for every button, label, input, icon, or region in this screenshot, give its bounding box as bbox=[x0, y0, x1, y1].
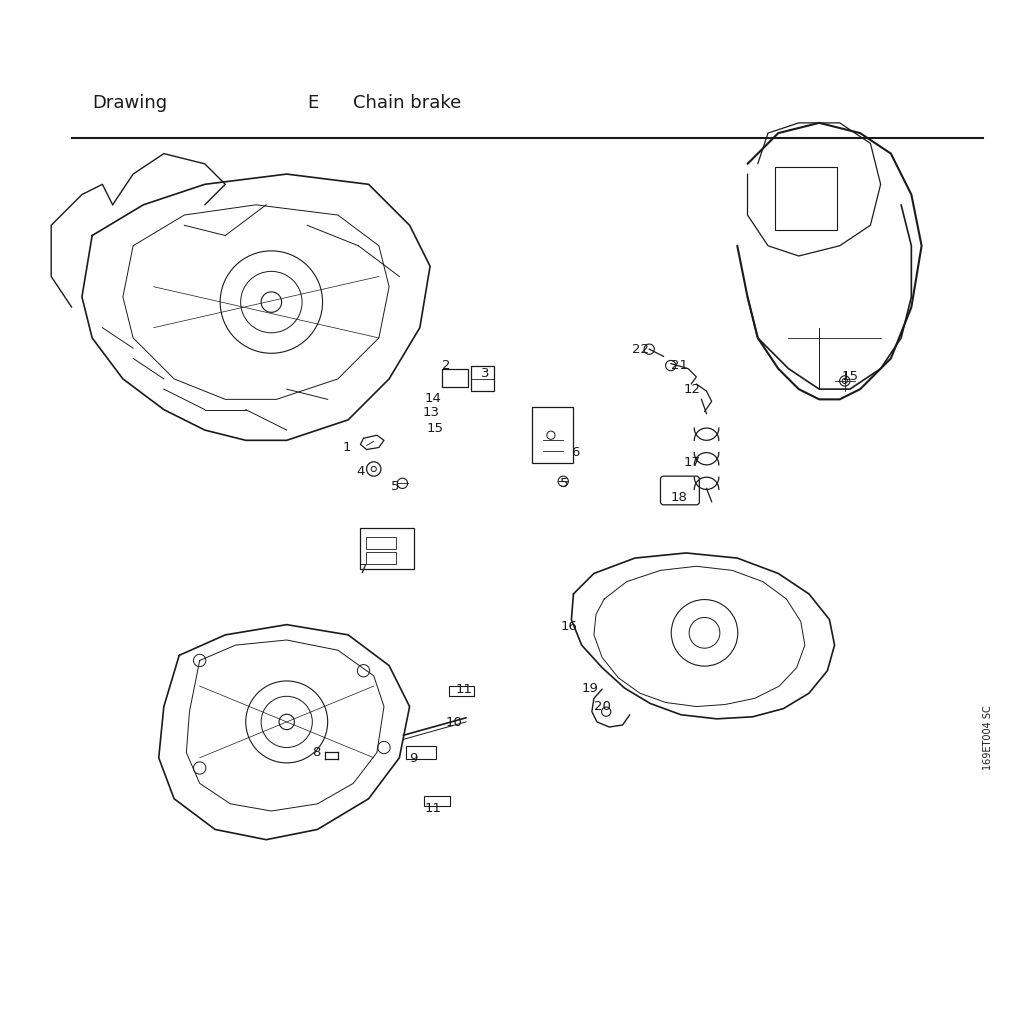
Bar bbox=[366, 552, 396, 564]
Text: 5: 5 bbox=[560, 477, 568, 489]
Text: 8: 8 bbox=[312, 746, 321, 759]
Text: 5: 5 bbox=[391, 480, 399, 493]
Text: 11: 11 bbox=[456, 683, 473, 695]
Text: 11: 11 bbox=[425, 803, 442, 815]
Bar bbox=[471, 366, 494, 391]
Bar bbox=[406, 746, 436, 759]
Text: 21: 21 bbox=[671, 359, 688, 372]
Text: 15: 15 bbox=[427, 422, 444, 434]
Text: 14: 14 bbox=[425, 392, 441, 404]
Text: 9: 9 bbox=[410, 753, 418, 765]
Bar bbox=[424, 796, 450, 806]
Text: 20: 20 bbox=[594, 700, 610, 713]
Text: 1: 1 bbox=[343, 441, 351, 454]
Text: 19: 19 bbox=[582, 682, 598, 694]
Text: 22: 22 bbox=[632, 343, 649, 355]
Text: 17: 17 bbox=[684, 457, 701, 469]
Text: 3: 3 bbox=[481, 368, 489, 380]
Text: 6: 6 bbox=[571, 446, 580, 459]
Text: 10: 10 bbox=[445, 717, 462, 729]
Bar bbox=[532, 407, 573, 463]
Text: 15: 15 bbox=[842, 371, 859, 383]
Text: 18: 18 bbox=[671, 492, 687, 504]
Text: 169ET004 SC: 169ET004 SC bbox=[983, 705, 993, 770]
Text: 16: 16 bbox=[560, 621, 577, 633]
Bar bbox=[449, 686, 474, 696]
Text: E: E bbox=[307, 93, 318, 112]
Text: Drawing: Drawing bbox=[92, 93, 167, 112]
Bar bbox=[442, 369, 468, 387]
Bar bbox=[366, 537, 396, 549]
Text: 7: 7 bbox=[358, 563, 367, 575]
Text: Chain brake: Chain brake bbox=[353, 93, 462, 112]
Text: 13: 13 bbox=[423, 407, 440, 419]
Bar bbox=[775, 167, 837, 230]
Text: 4: 4 bbox=[356, 465, 365, 477]
Text: 2: 2 bbox=[442, 359, 451, 372]
Text: 12: 12 bbox=[684, 383, 701, 395]
